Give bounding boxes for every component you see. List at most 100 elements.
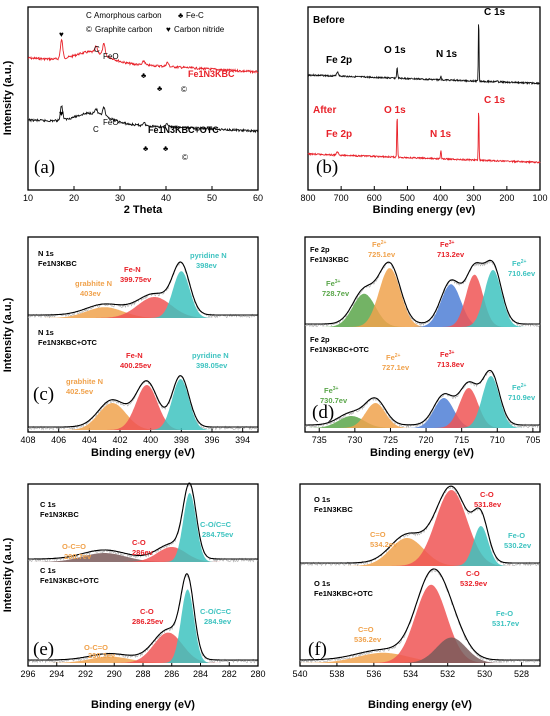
pf-bottom-co-double-value: 536.2ev [354,635,382,644]
pd-bottom-ion-1: Fe [324,386,333,395]
x-tick-label: 288 [135,669,150,679]
x-tick-label: 800 [300,193,315,203]
panel-a-ticks: 10 20 30 40 50 60 [23,186,263,203]
component-c-o-area [300,652,540,663]
x-tick-label: 10 [23,193,33,203]
x-tick-label: 530 [477,669,492,679]
svg-text:Fe3+: Fe3+ [324,386,339,395]
x-tick-label: 396 [204,435,219,445]
x-tick-label: 600 [367,193,382,203]
x-tick-label: 705 [525,435,540,445]
pe-top-co-value: 286ev [132,548,154,557]
x-tick-label: 60 [253,193,263,203]
panel-e-ticks: 296 294 292 290 288 286 284 282 280 [20,662,266,679]
pd-top-value-4: 713.2ev [437,250,465,259]
pa-red-fec-marker-2: ♣ [157,84,163,93]
pd-bottom-label-5: Fe2+ 710.9ev [508,383,536,402]
panel-d-curves [304,258,541,429]
pb-after-n1s: N 1s [430,129,452,140]
x-tick-label: 200 [499,193,514,203]
pe-top-cocc-name: C-O/C=C [200,520,232,529]
pd-bottom-ion-4: Fe [440,350,449,359]
pb-before-label: Before [313,15,345,26]
pb-after-c1s: C 1s [484,95,506,106]
panel-c-xlabel: Binding energy (eV) [91,447,195,459]
x-tick-label: 398 [174,435,189,445]
panel-b-label: (b) [316,157,338,178]
pd-top-value-1: 728.7ev [322,289,350,298]
panel-f-frame [299,483,541,667]
pd-bottom-value-1: 730.7ev [320,396,348,405]
panel-b-frame [307,6,541,191]
pd-bottom-ion-5: Fe [512,383,521,392]
panel-c-frame [27,236,259,433]
x-tick-label: 394 [235,435,250,445]
x-tick-label: 292 [78,669,93,679]
envelope-line [300,485,540,564]
pc-bottom-title1: N 1s [38,328,54,337]
panel-a-ylabel: Intensity (a.u.) [2,60,14,135]
legend-nitride-symbol: ♥ [166,25,171,34]
legend-amorphous-symbol: C [86,11,92,20]
pd-top-charge-4: 3+ [449,240,455,246]
x-tick-label: 715 [454,435,469,445]
pa-black-graphite-marker: © [182,153,188,162]
pa-black-nitride-marker: ♥ [59,109,64,118]
x-tick-label: 400 [433,193,448,203]
envelope-line [28,573,258,661]
x-tick-label: 735 [312,435,327,445]
pc-top-pyridine-name: pyridine N [190,251,227,260]
panel-b-curves [307,24,541,165]
pa-black-c-marker: C [93,125,99,134]
x-tick-label: 536 [366,669,381,679]
x-tick-label: 290 [107,669,122,679]
pd-top-title2: Fe1N3KBC [310,255,349,264]
pf-top-co-double-value: 534.2ev [370,540,398,549]
pb-after-fe2p: Fe 2p [326,129,352,140]
pd-top-charge-5: 2+ [521,259,527,265]
svg-text:Fe2+: Fe2+ [372,240,387,249]
pd-bottom-charge-4: 3+ [449,350,455,356]
pd-top-charge-1: 3+ [335,279,341,285]
x-tick-label: 50 [207,193,217,203]
x-tick-label: 40 [161,193,171,203]
x-tick-label: 282 [222,669,237,679]
x-tick-label: 408 [20,435,35,445]
x-tick-label: 296 [20,669,35,679]
x-tick-label: 20 [69,193,79,203]
pe-top-title2: Fe1N3KBC [40,510,79,519]
pb-after-label: After [313,105,336,116]
pe-top-cocc-value: 284.75ev [202,530,234,539]
pc-top-title2: Fe1N3KBC [38,259,77,268]
component-fe-n-area [28,385,258,430]
svg-text:Fe2+: Fe2+ [386,353,401,362]
x-tick-label: 30 [115,193,125,203]
svg-text:Fe2+: Fe2+ [512,259,527,268]
panel-d-xlabel: Binding energy (eV) [370,447,474,459]
pf-bottom-feo-name: Fe-O [496,609,513,618]
pf-bottom-feo-value: 531.7ev [492,619,520,628]
x-tick-label: 300 [466,193,481,203]
component-c-o-area [300,538,540,566]
pd-top-ion-2: Fe [372,240,381,249]
panel-e-label: (e) [33,639,54,660]
envelope-line [28,261,258,316]
x-tick-label: 700 [334,193,349,203]
pa-red-c-marker: C [94,45,100,54]
pd-top-ion-4: Fe [440,240,449,249]
pd-top-title1: Fe 2p [310,245,330,254]
x-tick-label: 294 [49,669,64,679]
pa-red-series-label: Fe1N3KBC [188,69,235,79]
x-tick-label: 400 [143,435,158,445]
pc-top-fen-name: Fe-N [124,265,141,274]
after-survey-line [307,112,541,165]
pd-bottom-label-4: Fe3+ 713.8ev [437,350,465,369]
pc-bottom-fen-name: Fe-N [126,351,143,360]
pf-top-co-name: C-O [480,490,494,499]
pe-bottom-title2: Fe1N3KBC+OTC [40,576,100,585]
component-peak-0-area [305,293,540,327]
pe-top-ococ-name: O-C=O [62,542,86,551]
pd-bottom-charge-1: 3+ [333,386,339,392]
pd-bottom-value-2: 727.1ev [382,363,410,372]
svg-text:Fe3+: Fe3+ [326,279,341,288]
